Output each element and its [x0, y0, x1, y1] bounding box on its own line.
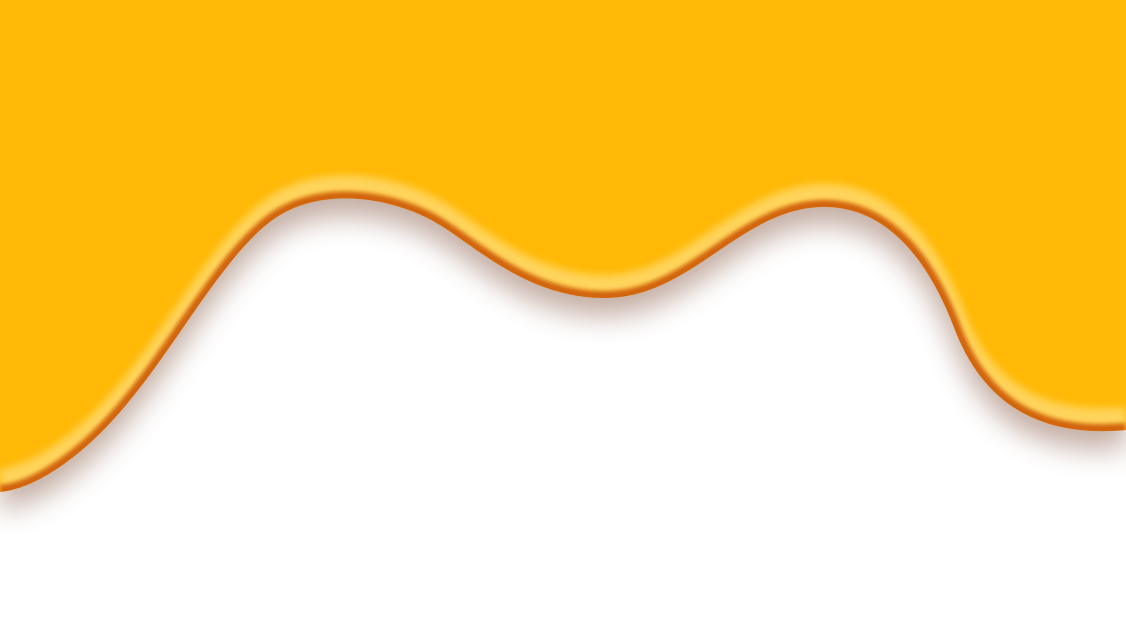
honey-body [0, 0, 1126, 492]
